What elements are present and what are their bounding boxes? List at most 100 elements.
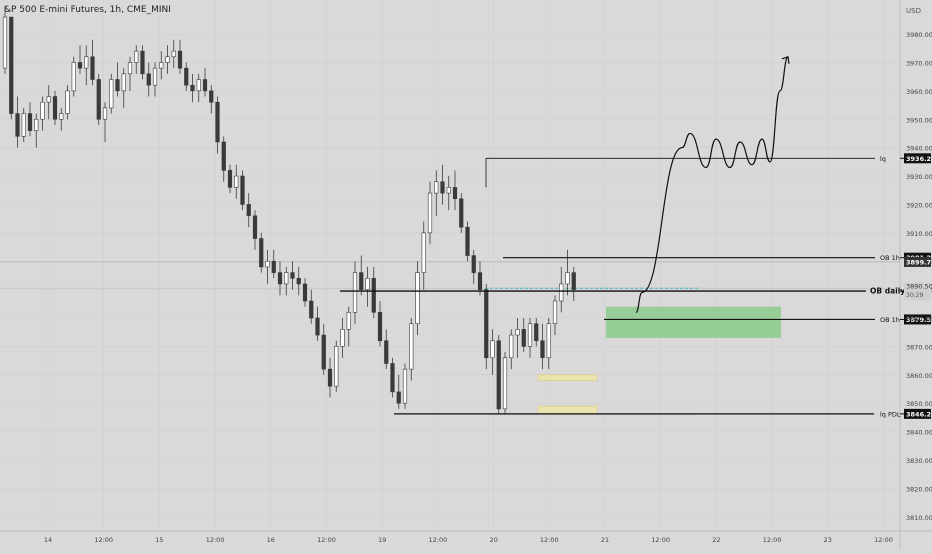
candle <box>459 193 464 233</box>
candle <box>2 5 8 74</box>
time-tick-label: 12:00 <box>94 536 113 544</box>
candle <box>346 306 351 347</box>
candle-body-bear <box>484 289 489 359</box>
candle-body-bear <box>246 204 251 217</box>
candle-body-bear <box>296 277 301 285</box>
candle-body-bull <box>490 340 495 359</box>
candle <box>90 39 95 86</box>
candle-body-bull <box>502 357 508 410</box>
candle-body-bear <box>440 181 445 194</box>
candle-body-bear <box>221 141 226 171</box>
price-tick-label: 3880.00 <box>906 315 932 323</box>
price-tick-label: 3980.00 <box>906 31 932 39</box>
candle <box>152 62 158 97</box>
candle <box>177 39 183 74</box>
candle <box>446 176 451 211</box>
candle-body-bear <box>540 340 545 359</box>
candle-body-bear <box>27 113 33 131</box>
candle <box>115 62 120 97</box>
candle <box>59 107 64 131</box>
candle-body-bear <box>52 96 58 120</box>
candle-body-bull <box>152 67 158 86</box>
aux-lines <box>0 261 900 415</box>
price-tick-label: 3920.00 <box>906 201 932 209</box>
candle <box>521 318 526 353</box>
candles <box>2 5 576 415</box>
candle-body-bull <box>34 118 39 131</box>
candle-body-bear <box>96 79 101 120</box>
currency-label: USD <box>906 7 921 15</box>
candle <box>452 170 458 211</box>
candle <box>21 107 26 142</box>
current-price-tag-bg <box>904 256 931 267</box>
candle-body-bull <box>365 277 370 290</box>
candle <box>227 164 233 194</box>
zones <box>537 306 781 415</box>
candle-body-bear <box>184 67 189 86</box>
time-tick-label: 22 <box>712 536 720 544</box>
zone-green <box>606 306 781 338</box>
candle-body-bear <box>321 334 326 370</box>
candle <box>334 340 339 392</box>
candle-body-bull <box>546 323 551 359</box>
price-tick-label: 3940.00 <box>906 145 932 153</box>
time-tick-label: 12:00 <box>874 536 893 544</box>
candle <box>390 357 395 398</box>
candle-body-bull <box>265 260 270 268</box>
candle <box>34 113 39 148</box>
price-tick-label: 3970.00 <box>906 59 932 67</box>
candle-body-bull <box>171 50 176 58</box>
candle-body-bear <box>77 62 83 69</box>
candle-body-bear <box>471 255 476 273</box>
candle-body-bear <box>315 317 320 336</box>
time-tick-label: 16 <box>267 536 275 544</box>
candle <box>215 96 220 154</box>
candle <box>27 102 33 137</box>
candle-body-bear <box>477 272 483 290</box>
candle <box>315 306 320 341</box>
candle <box>84 45 89 86</box>
candle <box>396 374 401 409</box>
candle-body-bear <box>9 16 14 114</box>
candle-body-bull <box>71 62 76 92</box>
candle-body-bull <box>109 79 114 109</box>
candle <box>15 96 20 148</box>
time-axis[interactable]: 14 12:00 15 12:00 16 12:00 19 12:00 20 12:00 21 12:… <box>44 536 932 544</box>
candle <box>202 68 208 97</box>
candle-body-bear <box>459 198 464 228</box>
candle <box>559 266 564 313</box>
projection <box>635 55 790 313</box>
time-tick-label: 15 <box>155 536 163 544</box>
candle-body-bear <box>521 329 526 347</box>
candle-body-bear <box>534 323 539 342</box>
price-tick-label: 3910.00 <box>906 230 932 238</box>
candle-body-bull <box>421 232 426 273</box>
candle-body-bull <box>165 56 170 63</box>
candle-body-bear <box>309 300 314 319</box>
price-axis[interactable]: 3810.00 3820.00 3830.00 3840.00 3850.00 3860.… <box>904 31 932 522</box>
candle <box>340 318 345 358</box>
candle-body-bear <box>465 226 470 256</box>
candle <box>509 329 514 370</box>
candle-body-bear <box>259 238 264 268</box>
candle <box>171 39 176 69</box>
candle <box>371 266 376 319</box>
level-label: lq PDL <box>880 410 901 418</box>
current-price-tag: 3899.75 <box>906 258 932 266</box>
candle <box>146 62 151 97</box>
candle <box>165 45 170 74</box>
candle <box>52 90 58 125</box>
candle <box>540 323 545 370</box>
candle <box>221 136 226 182</box>
candle <box>46 85 51 120</box>
last-price-tag: 3890.50 <box>906 283 932 291</box>
candle-body-bull <box>196 79 201 92</box>
candle-body-bull <box>515 329 520 336</box>
candle <box>121 68 126 108</box>
candle-body-bull <box>134 50 139 63</box>
candle-body-bull <box>121 73 126 92</box>
candle-body-bull <box>234 175 239 188</box>
